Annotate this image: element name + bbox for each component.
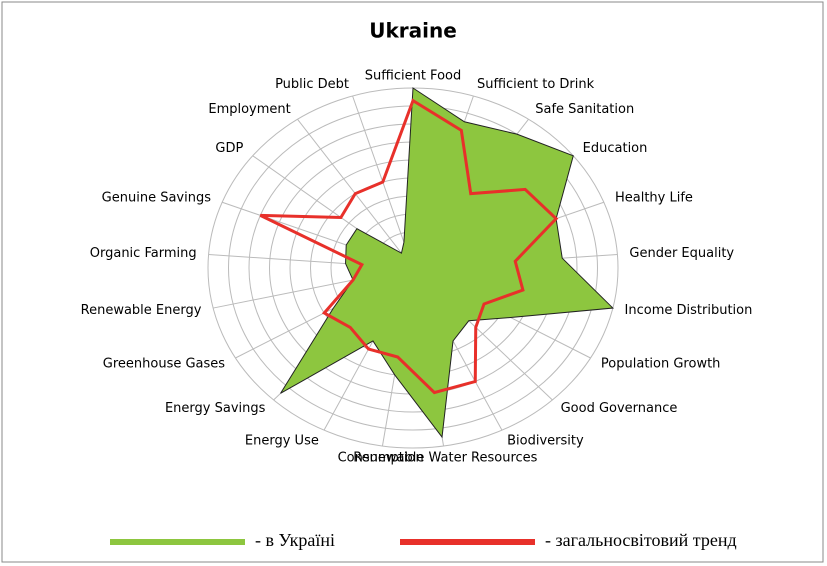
category-label: Consumption [338, 450, 424, 465]
category-label: Sufficient to Drink [477, 77, 595, 92]
category-label: Energy Use [245, 433, 319, 448]
legend-label: - загальносвітовий тренд [545, 530, 737, 550]
legend-label: - в Україні [255, 530, 335, 550]
category-label: Public Debt [275, 77, 349, 92]
series-area [259, 98, 559, 395]
category-label: GDP [215, 141, 243, 156]
series-area [280, 87, 614, 439]
category-label: Sufficient Food [365, 69, 461, 84]
category-label: Population Growth [601, 357, 721, 372]
category-label: Income Distribution [625, 303, 753, 318]
category-label: Renewable Energy [81, 303, 202, 318]
category-label: Good Governance [561, 401, 678, 416]
category-label: Employment [208, 102, 290, 117]
chart-title: Ukraine [369, 19, 457, 43]
category-label: Safe Sanitation [535, 102, 634, 117]
category-label: Education [583, 141, 648, 156]
category-label: Gender Equality [629, 246, 734, 261]
category-label: Energy Savings [165, 401, 266, 416]
category-label: Renewable Water Resources [353, 450, 537, 465]
category-label: Organic Farming [90, 246, 197, 261]
category-label: Healthy Life [615, 190, 693, 205]
category-label: Greenhouse Gases [103, 357, 226, 372]
category-label: Biodiversity [507, 433, 584, 448]
category-label: Genuine Savings [102, 190, 212, 205]
